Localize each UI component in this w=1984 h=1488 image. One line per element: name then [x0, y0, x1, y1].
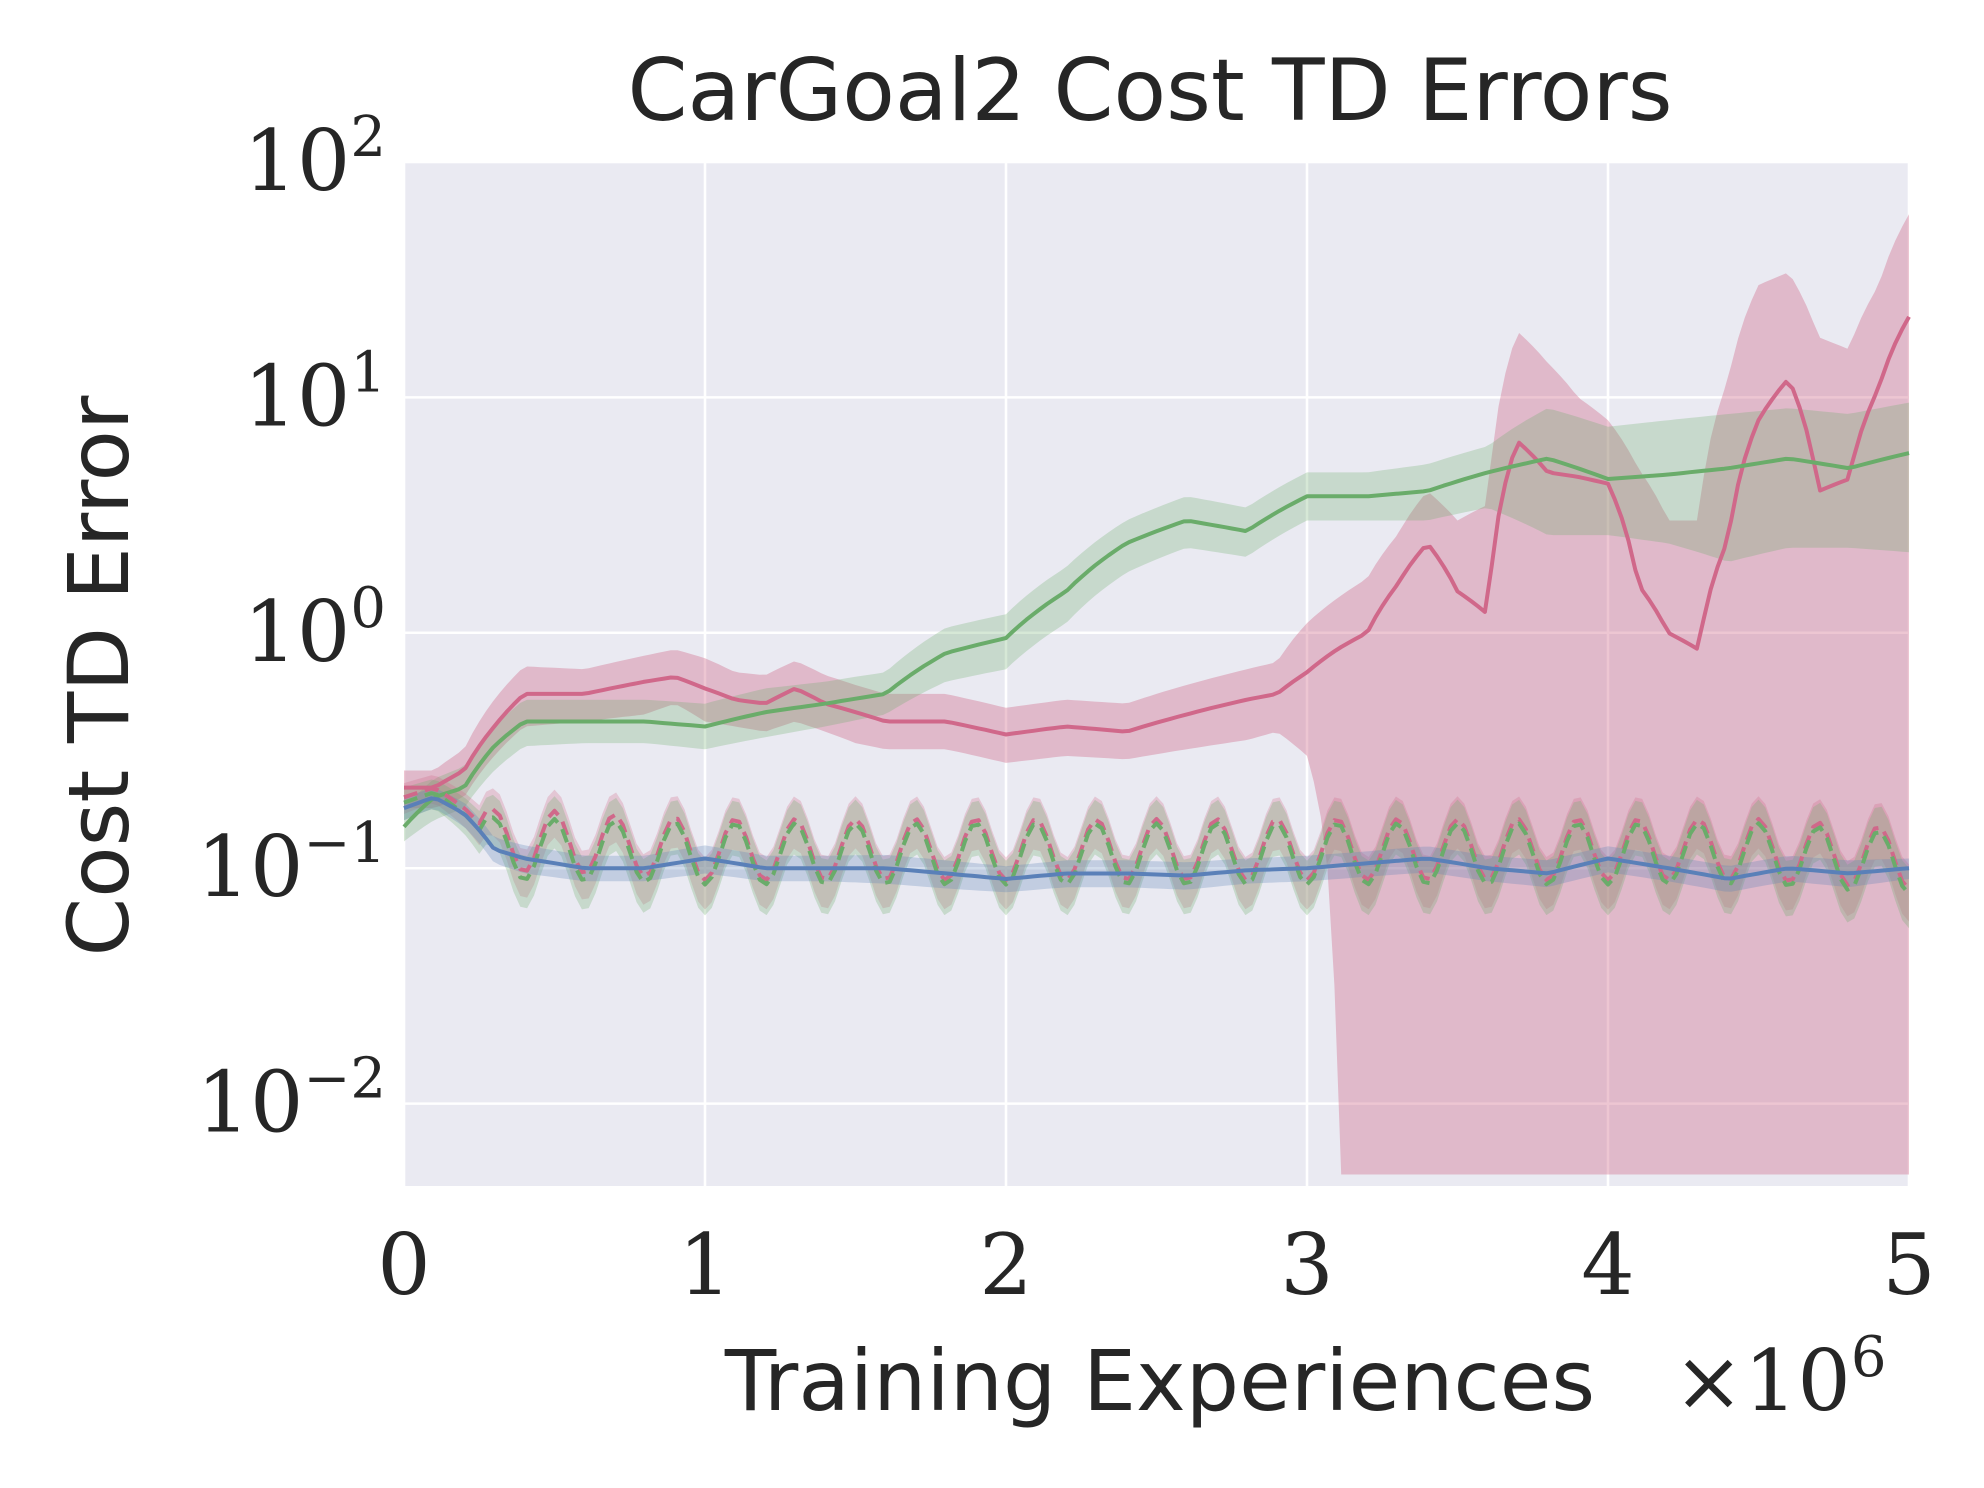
y-tick-label: 10−1 — [197, 811, 386, 916]
chart-title: CarGoal2 Cost TD Errors — [627, 41, 1672, 141]
y-tick-label: 102 — [243, 105, 386, 210]
x-tick-label: 2 — [979, 1216, 1032, 1314]
series-lines — [402, 315, 1911, 896]
x-multiplier-exponent: 6 — [1851, 1325, 1887, 1390]
y-tick-base: 10 — [243, 583, 350, 681]
y-tick-exponent: −2 — [303, 1047, 386, 1112]
y-tick-base: 10 — [243, 347, 350, 445]
y-tick-label: 101 — [243, 340, 386, 445]
green-main-band — [404, 402, 1909, 842]
y-tick-label: 10−2 — [197, 1047, 386, 1152]
green-dashed-band — [404, 779, 1909, 929]
y-tick-exponent: 0 — [350, 576, 386, 641]
red-dashed-band — [404, 775, 1909, 922]
red-main-line — [404, 315, 1911, 790]
x-axis-multiplier: ×106 — [1674, 1325, 1887, 1430]
y-tick-exponent: 1 — [350, 340, 386, 405]
x-axis-label: Training Experiences — [724, 1332, 1595, 1430]
y-axis-label: Cost TD Error — [50, 395, 148, 956]
green-main-line — [402, 451, 1910, 829]
x-tick-label: 4 — [1581, 1216, 1634, 1314]
y-tick-base: 10 — [197, 818, 304, 916]
y-tick-base: 10 — [243, 112, 350, 210]
x-tick-label: 3 — [1280, 1216, 1333, 1314]
x-tick-label: 1 — [678, 1216, 731, 1314]
plot-area — [404, 162, 1909, 1186]
red-dashed-line — [403, 786, 1911, 891]
x-tick-label: 0 — [377, 1216, 430, 1314]
blue-main-line — [403, 796, 1910, 881]
x-tick-label: 5 — [1882, 1216, 1935, 1314]
green-dashed-line — [403, 791, 1911, 896]
y-tick-exponent: 2 — [350, 105, 386, 170]
y-tick-label: 100 — [243, 576, 386, 681]
x-multiplier-base: ×10 — [1674, 1332, 1851, 1430]
y-tick-base: 10 — [197, 1054, 304, 1152]
y-tick-exponent: −1 — [303, 811, 386, 876]
